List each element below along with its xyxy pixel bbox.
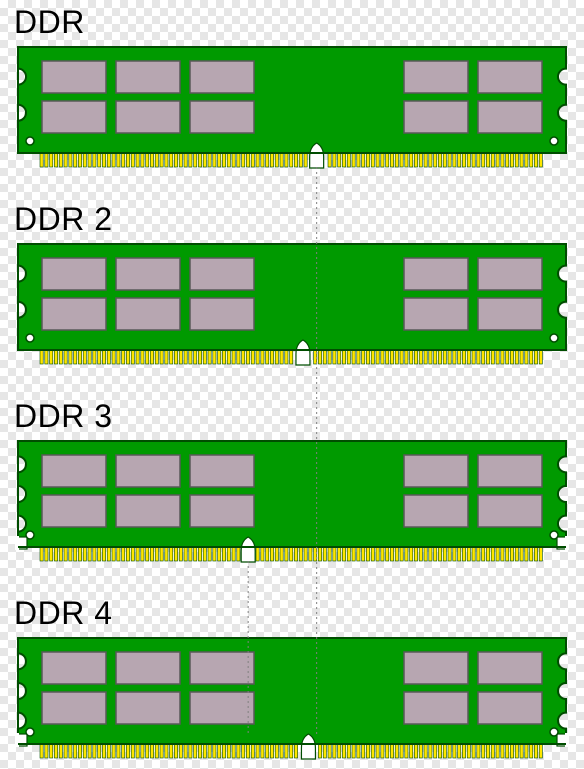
mounting-hole <box>26 531 34 539</box>
memory-chip <box>42 692 106 724</box>
memory-chip <box>404 258 468 290</box>
memory-chip <box>478 692 542 724</box>
memory-chip <box>190 495 254 527</box>
ddr3-module <box>0 437 584 565</box>
memory-chip <box>42 101 106 133</box>
memory-chip <box>42 61 106 93</box>
memory-chip <box>404 298 468 330</box>
memory-chip <box>42 652 106 684</box>
key-notch <box>296 340 310 365</box>
mounting-hole <box>550 531 558 539</box>
contact-pins <box>40 547 542 561</box>
memory-chip <box>478 652 542 684</box>
memory-chip <box>404 495 468 527</box>
mounting-hole <box>26 728 34 736</box>
mounting-hole <box>550 334 558 342</box>
mounting-hole <box>26 334 34 342</box>
memory-chip <box>190 101 254 133</box>
memory-chip <box>116 495 180 527</box>
ddr4-module <box>0 634 584 762</box>
memory-chip <box>190 258 254 290</box>
memory-chip <box>116 455 180 487</box>
contact-pins <box>40 153 542 167</box>
contact-pins <box>40 350 542 364</box>
memory-chip <box>42 298 106 330</box>
memory-chip <box>116 692 180 724</box>
memory-chip <box>42 495 106 527</box>
memory-chip <box>42 258 106 290</box>
memory-chip <box>404 101 468 133</box>
ddr1-module <box>0 43 584 171</box>
ddr3-label: DDR 3 <box>0 394 584 437</box>
memory-chip <box>190 692 254 724</box>
diagram-root: DDR DDR 2 DDR 3 DDR 4 <box>0 0 584 762</box>
mounting-hole <box>26 137 34 145</box>
memory-chip <box>190 298 254 330</box>
memory-chip <box>478 258 542 290</box>
mounting-hole <box>550 728 558 736</box>
memory-chip <box>404 692 468 724</box>
memory-chip <box>478 61 542 93</box>
contact-pins <box>40 744 542 758</box>
ddr2-label: DDR 2 <box>0 197 584 240</box>
memory-chip <box>190 652 254 684</box>
memory-chip <box>478 298 542 330</box>
memory-chip <box>478 455 542 487</box>
memory-chip <box>42 455 106 487</box>
memory-chip <box>478 101 542 133</box>
ddr4-label: DDR 4 <box>0 591 584 634</box>
ddr1-label: DDR <box>0 0 584 43</box>
key-notch <box>241 537 255 562</box>
memory-chip <box>404 652 468 684</box>
memory-chip <box>116 652 180 684</box>
memory-chip <box>404 61 468 93</box>
memory-chip <box>116 258 180 290</box>
ddr2-module <box>0 240 584 368</box>
memory-chip <box>116 61 180 93</box>
key-notch <box>310 143 324 168</box>
memory-chip <box>190 61 254 93</box>
memory-chip <box>478 495 542 527</box>
memory-chip <box>404 455 468 487</box>
memory-chip <box>116 101 180 133</box>
mounting-hole <box>550 137 558 145</box>
memory-chip <box>190 455 254 487</box>
memory-chip <box>116 298 180 330</box>
key-notch <box>301 734 315 759</box>
